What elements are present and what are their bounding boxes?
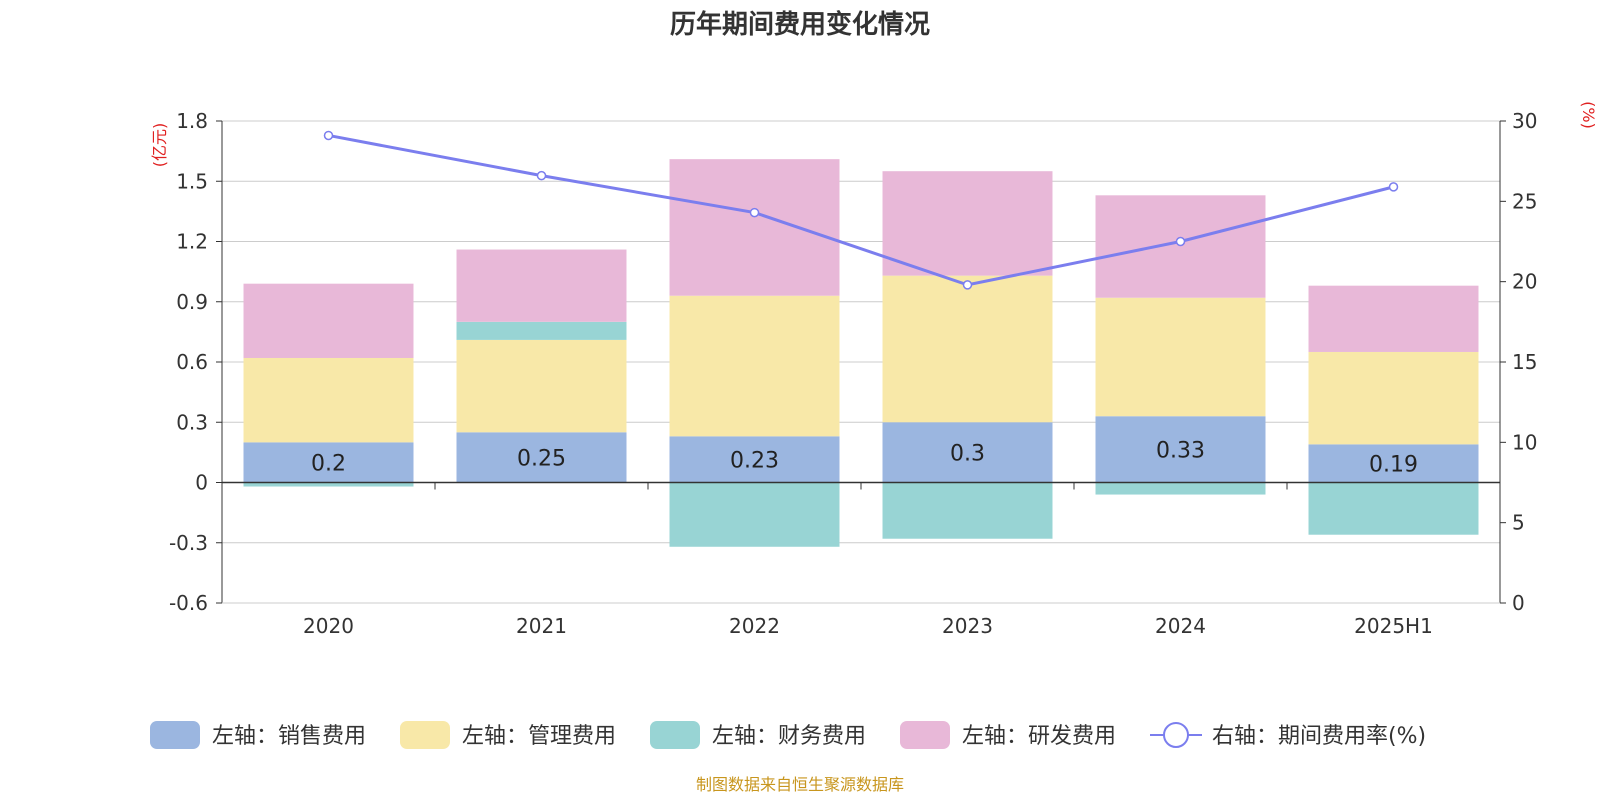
- x-tick-label: 2024: [1155, 614, 1206, 638]
- bar-segment: [243, 283, 414, 358]
- legend-circle-swatch: [1163, 722, 1189, 748]
- grid-lines: [222, 120, 1500, 604]
- bar-segment: [882, 171, 1053, 276]
- bar-segment: [1308, 444, 1479, 483]
- legend-swatch: [900, 721, 950, 749]
- bar-segment: [882, 275, 1053, 423]
- right-tick-label: 10: [1512, 430, 1537, 454]
- rate-line: [328, 133, 1394, 287]
- bar-segment: [1095, 297, 1266, 417]
- left-tick-label: 0.3: [176, 410, 208, 434]
- x-tick-label: 2023: [942, 614, 993, 638]
- bar-segment: [1308, 285, 1479, 352]
- left-tick-label: 0.9: [176, 290, 208, 314]
- left-tick-label: 0.6: [176, 350, 208, 374]
- bar-segment: [1308, 351, 1479, 445]
- bar-segment: [456, 249, 627, 322]
- bar-segment: [243, 357, 414, 443]
- legend-label: 左轴：研发费用: [962, 724, 1116, 749]
- x-tick-label: 2022: [729, 614, 780, 638]
- right-axis-unit: (%): [1579, 101, 1598, 129]
- rate-point: [962, 280, 973, 290]
- rate-point: [323, 130, 334, 141]
- rate-line-layer: [323, 130, 1399, 290]
- left-tick-label: -0.3: [169, 531, 208, 555]
- legend-swatch: [150, 721, 200, 749]
- bar-segment: [1095, 482, 1266, 495]
- bar-data-label: 0.33: [1156, 438, 1205, 463]
- bar-data-label: 0.3: [950, 441, 985, 466]
- legend-swatch: [650, 721, 700, 749]
- legend-label: 左轴：管理费用: [462, 724, 616, 749]
- rate-point: [536, 170, 547, 181]
- bar-segment: [669, 436, 840, 483]
- bar-segment: [243, 482, 414, 487]
- bar-segment: [456, 339, 627, 433]
- bars-layer: [243, 159, 1479, 547]
- bar-segment: [1095, 195, 1266, 298]
- legend-label: 左轴：销售费用: [212, 724, 366, 749]
- rate-point: [749, 207, 760, 218]
- rate-point: [1175, 236, 1186, 247]
- legend-swatch: [400, 721, 450, 749]
- left-tick-label: -0.6: [169, 591, 208, 615]
- right-tick-label: 15: [1512, 350, 1537, 374]
- legend-label: 右轴：期间费用率(%): [1212, 724, 1426, 749]
- source-note: 制图数据来自恒生聚源数据库: [696, 775, 904, 794]
- left-axis-unit: (亿元): [150, 123, 169, 168]
- right-tick-label: 5: [1512, 511, 1525, 535]
- left-tick-label: 1.5: [176, 169, 208, 193]
- bar-segment: [1095, 416, 1266, 483]
- right-tick-label: 25: [1512, 189, 1537, 213]
- bar-data-label: 0.25: [517, 446, 566, 471]
- bar-segment: [882, 482, 1053, 539]
- bar-segment: [669, 295, 840, 437]
- axes-layer: 1.8 1.5 1.2 0.9 0.6 0.3 0 -0.3 -0.6 30 25 20 15 10 5 0 2…: [169, 109, 1537, 638]
- bar-segment: [456, 321, 627, 340]
- right-tick-label: 30: [1512, 109, 1537, 133]
- right-tick-label: 0: [1512, 591, 1525, 615]
- bar-segment: [882, 422, 1053, 483]
- left-tick-label: 1.2: [176, 230, 208, 254]
- bar-data-label: 0.23: [730, 448, 779, 473]
- legend-label: 左轴：财务费用: [712, 724, 866, 749]
- bar-segment: [1308, 482, 1479, 535]
- left-tick-label: 1.8: [176, 109, 208, 133]
- right-tick-label: 20: [1512, 270, 1537, 294]
- x-tick-label: 2020: [303, 614, 354, 638]
- x-tick-label: 2025H1: [1354, 614, 1433, 638]
- rate-point: [1388, 182, 1399, 192]
- legend: 左轴：销售费用 左轴：管理费用 左轴：财务费用 左轴：研发费用 右轴：期间费用率(%): [150, 721, 1426, 749]
- bar-segment: [456, 432, 627, 483]
- chart-title: 历年期间费用变化情况: [670, 9, 930, 40]
- x-tick-label: 2021: [516, 614, 567, 638]
- bar-segment: [669, 482, 840, 547]
- bar-data-label: 0.19: [1369, 452, 1418, 477]
- bar-segment: [243, 442, 414, 483]
- bar-segment: [669, 159, 840, 296]
- left-tick-label: 0: [195, 471, 208, 495]
- bar-labels-layer: 0.2 0.25 0.23 0.3 0.33 0.19: [311, 438, 1418, 477]
- bar-data-label: 0.2: [311, 451, 346, 476]
